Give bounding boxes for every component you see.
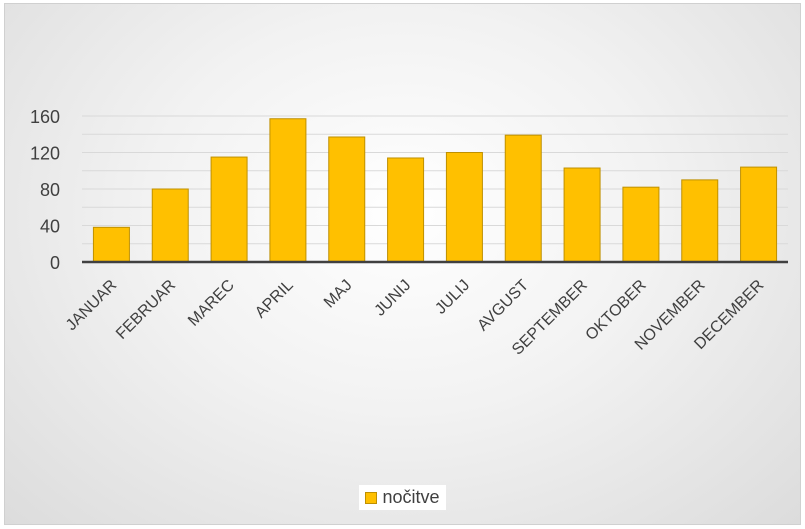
bars — [92, 118, 778, 263]
x-category-label: MAJ — [321, 277, 356, 312]
bar — [328, 136, 366, 263]
x-category-label: JANUAR — [63, 277, 120, 334]
chart-area — [4, 3, 801, 525]
x-category-label: JUNIJ — [372, 277, 415, 320]
y-tick-label: 160 — [30, 107, 60, 127]
y-tick-label: 80 — [40, 180, 60, 200]
y-tick-label: 120 — [30, 144, 60, 164]
bar — [681, 179, 719, 263]
bar — [269, 118, 307, 263]
y-tick-label: 0 — [50, 253, 60, 273]
bar — [387, 157, 425, 263]
x-category-label: MAREC — [185, 277, 238, 330]
bar — [504, 134, 542, 263]
bar — [622, 186, 660, 263]
bar — [92, 226, 130, 263]
legend-label: nočitve — [382, 487, 440, 507]
bar — [740, 166, 778, 263]
y-tick-label: 40 — [40, 217, 60, 237]
x-category-label: APRIL — [252, 277, 297, 322]
bar — [210, 156, 248, 263]
legend-swatch — [365, 491, 378, 504]
x-category-label: JULIJ — [432, 277, 473, 318]
bar — [563, 167, 601, 263]
x-category-label: FEBRUAR — [113, 277, 179, 343]
bar — [445, 152, 483, 263]
gridlines — [82, 115, 788, 245]
bar — [151, 188, 189, 263]
legend: nočitve — [0, 485, 805, 510]
x-category-label: AVGUST — [474, 277, 532, 335]
